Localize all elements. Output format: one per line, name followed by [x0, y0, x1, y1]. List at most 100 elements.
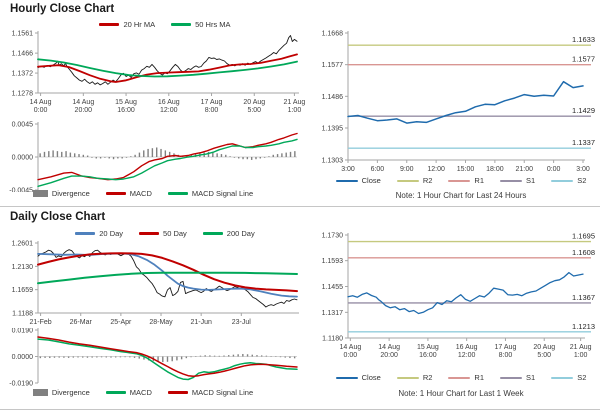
week-chart-note: Note: 1 Hour Chart for Last 1 Week: [398, 389, 524, 398]
svg-text:9:00: 9:00: [400, 166, 414, 173]
svg-text:18:00: 18:00: [486, 166, 504, 173]
legend-label: 50 Hrs MA: [195, 20, 231, 29]
daily-chart-title: Daily Close Chart: [10, 211, 106, 223]
line-swatch-icon: [335, 179, 358, 182]
daily-macd-legend: Divergence MACD MACD Signal Line: [0, 388, 286, 397]
legend-item: Divergence: [32, 189, 90, 198]
legend-label: 200 Day: [226, 229, 255, 238]
svg-text:1.1180: 1.1180: [322, 336, 343, 343]
line-swatch-icon: [448, 376, 471, 379]
legend-label: R2: [422, 176, 433, 185]
legend-item: MACD Signal Line: [167, 388, 253, 397]
week-pivot-panel: 1.1730 1.1593 1.1455 1.1317 1.1180 14 Aug 0:00…: [308, 207, 600, 413]
legend-item: MACD Signal Line: [167, 189, 253, 198]
svg-text:15:00: 15:00: [457, 166, 475, 173]
svg-text:3:00: 3:00: [341, 166, 355, 173]
line-swatch-icon: [167, 391, 188, 394]
day-pivot-legend: Close R2 R1 S1 S2: [322, 176, 600, 185]
svg-text:21 Aug: 21 Aug: [570, 344, 592, 351]
svg-text:20:00: 20:00: [380, 352, 398, 359]
svg-text:14 Aug: 14 Aug: [72, 99, 94, 106]
svg-text:1.1695: 1.1695: [572, 232, 595, 241]
svg-text:-0.0045: -0.0045: [9, 188, 33, 193]
line-swatch-icon: [335, 376, 358, 379]
hourly-macd-legend: Divergence MACD MACD Signal Line: [0, 189, 286, 198]
svg-text:1.1213: 1.1213: [572, 322, 595, 331]
svg-text:15 Aug: 15 Aug: [417, 344, 439, 351]
line-swatch-icon: [500, 179, 522, 182]
legend-item: R1: [448, 176, 484, 185]
legend-label: Divergence: [51, 388, 90, 397]
legend-item: Close: [335, 176, 381, 185]
svg-text:1.1188: 1.1188: [12, 311, 33, 318]
legend-label: 50 Day: [163, 229, 187, 238]
line-swatch-icon: [105, 391, 126, 394]
svg-text:16 Aug: 16 Aug: [456, 344, 478, 351]
svg-text:1.2130: 1.2130: [12, 264, 34, 271]
legend-label: S2: [577, 373, 587, 382]
svg-text:1.1455: 1.1455: [322, 284, 344, 291]
svg-text:20 Aug: 20 Aug: [533, 344, 555, 351]
daily-macd-chart: 0.0190 0.0000 -0.0190: [9, 328, 298, 386]
line-swatch-icon: [448, 179, 471, 182]
svg-text:25-Apr: 25-Apr: [110, 319, 132, 326]
bottom-divider: [0, 409, 600, 410]
line-swatch-icon: [551, 179, 574, 182]
legend-label: MACD: [129, 189, 152, 198]
svg-text:3:00: 3:00: [576, 166, 590, 173]
legend-item: 50 Hrs MA: [171, 20, 231, 29]
svg-text:16 Aug: 16 Aug: [158, 99, 180, 106]
legend-label: S1: [526, 373, 536, 382]
legend-label: 20 Hr MA: [123, 20, 156, 29]
hourly-chart-title: Hourly Close Chart: [10, 3, 115, 15]
svg-text:1.1668: 1.1668: [322, 31, 344, 38]
svg-text:5:00: 5:00: [247, 107, 261, 114]
svg-text:1.1577: 1.1577: [322, 62, 344, 69]
line-swatch-icon: [75, 232, 96, 235]
legend-item: 200 Day: [202, 229, 255, 238]
hourly-close-panel: Hourly Close Chart 20 Hr MA 50 Hrs MA 1.1…: [0, 0, 308, 206]
svg-text:14 Aug: 14 Aug: [339, 344, 361, 351]
svg-text:14 Aug: 14 Aug: [378, 344, 400, 351]
svg-text:1:00: 1:00: [574, 352, 588, 359]
legend-item: MACD: [105, 189, 152, 198]
legend-item: S1: [500, 176, 535, 185]
svg-text:16:00: 16:00: [419, 352, 437, 359]
legend-label: Divergence: [51, 189, 90, 198]
svg-text:12:00: 12:00: [458, 352, 476, 359]
legend-label: MACD: [129, 388, 152, 397]
legend-label: R2: [422, 373, 433, 382]
svg-text:21-Jun: 21-Jun: [190, 319, 212, 326]
legend-item: S2: [551, 373, 586, 382]
svg-text:16:00: 16:00: [117, 107, 135, 114]
svg-text:17 Aug: 17 Aug: [201, 99, 223, 106]
svg-text:1.1633: 1.1633: [572, 35, 595, 44]
legend-item: R1: [448, 373, 484, 382]
svg-text:20 Aug: 20 Aug: [243, 99, 265, 106]
line-swatch-icon: [139, 232, 160, 235]
legend-label: S1: [526, 176, 536, 185]
day-chart-note: Note: 1 Hour Chart for Last 24 Hours: [395, 191, 527, 200]
svg-text:1:00: 1:00: [288, 107, 302, 114]
legend-label: S2: [577, 176, 587, 185]
legend-label: 20 Day: [99, 229, 124, 238]
line-swatch-icon: [202, 232, 223, 235]
legend-label: R1: [474, 176, 484, 185]
svg-text:1.1303: 1.1303: [322, 158, 344, 165]
line-swatch-icon: [171, 23, 192, 26]
line-swatch-icon: [551, 376, 574, 379]
svg-text:1.1659: 1.1659: [12, 287, 34, 294]
line-swatch-icon: [105, 192, 126, 195]
svg-text:12:00: 12:00: [160, 107, 178, 114]
hourly-macd-chart: 0.0045 0.0000 -0.0045: [9, 122, 298, 193]
svg-text:1.1730: 1.1730: [322, 233, 344, 240]
legend-label: Close: [361, 176, 381, 185]
svg-text:1.1466: 1.1466: [12, 51, 34, 58]
svg-text:0.0000: 0.0000: [12, 155, 34, 162]
legend-item: MACD: [105, 388, 152, 397]
legend-label: R1: [474, 373, 484, 382]
legend-item: S2: [551, 176, 586, 185]
svg-text:21-Feb: 21-Feb: [29, 319, 51, 326]
svg-text:1.1337: 1.1337: [572, 138, 595, 147]
